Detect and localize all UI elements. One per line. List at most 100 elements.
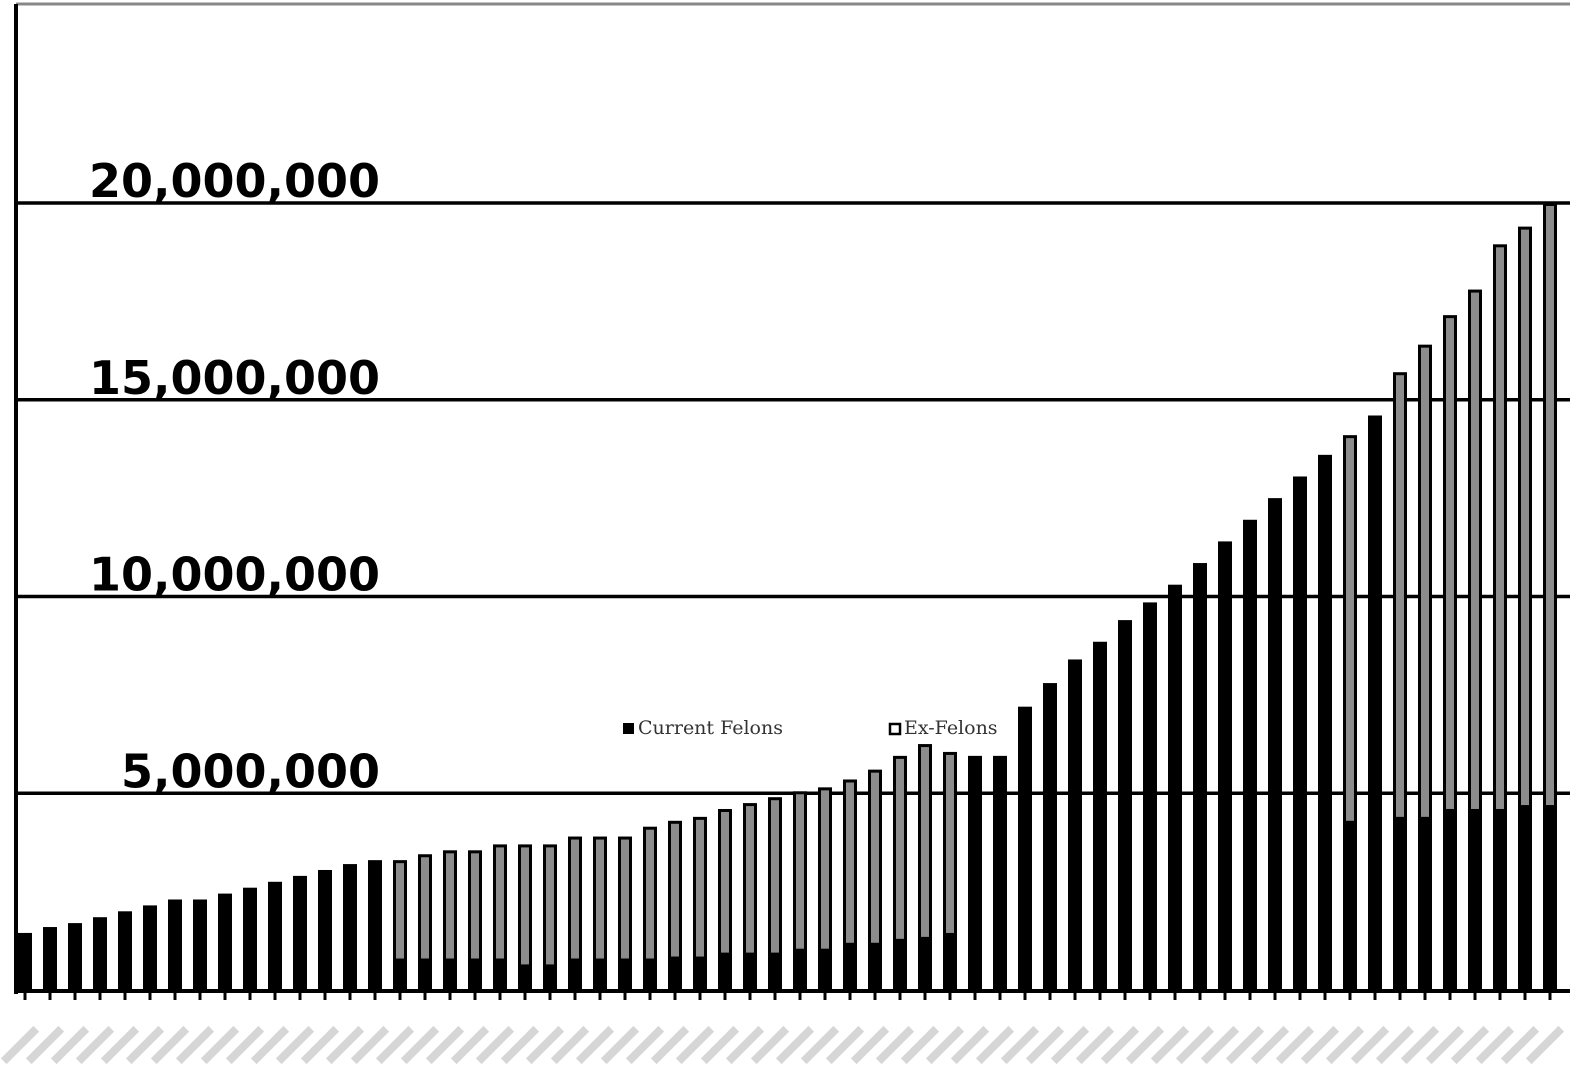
bar-current-felons <box>1218 541 1232 990</box>
bar-current-felons <box>43 927 57 990</box>
x-tick-label <box>675 1025 715 1065</box>
x-tick-label <box>200 1025 240 1065</box>
bar-ex-felons <box>1518 226 1532 809</box>
x-tick-label <box>775 1025 815 1065</box>
x-tick-label <box>1175 1025 1215 1065</box>
bar-ex-felons <box>768 797 782 956</box>
x-tick-label <box>450 1025 490 1065</box>
bar-ex-felons <box>1443 315 1457 812</box>
x-tick-label <box>175 1025 215 1065</box>
x-tick-label <box>1400 1025 1440 1065</box>
x-tick-label <box>525 1025 565 1065</box>
x-tick-label <box>1100 1025 1140 1065</box>
bar-current-felons <box>418 958 432 990</box>
x-tick-label <box>625 1025 665 1065</box>
bar-current-felons <box>293 875 307 990</box>
x-tick-label <box>750 1025 790 1065</box>
bar-ex-felons <box>418 854 432 962</box>
bar-current-felons <box>1443 808 1457 990</box>
bar-current-felons <box>1318 454 1332 991</box>
x-tick-label <box>1325 1025 1365 1065</box>
bar-ex-felons <box>493 844 507 962</box>
bar-current-felons <box>443 958 457 990</box>
x-tick-label <box>500 1025 540 1065</box>
x-tick-label <box>575 1025 615 1065</box>
bar-current-felons <box>243 887 257 990</box>
x-tick-label <box>1150 1025 1190 1065</box>
bar-current-felons <box>1268 498 1282 990</box>
bar-ex-felons <box>818 787 832 952</box>
bar-ex-felons <box>518 844 532 968</box>
bar-ex-felons <box>1468 289 1482 812</box>
x-tick-label <box>700 1025 740 1065</box>
x-tick-label <box>1425 1025 1465 1065</box>
bar-ex-felons <box>943 751 957 936</box>
bar-ex-felons <box>1343 435 1357 824</box>
bar-current-felons <box>568 958 582 990</box>
y-tick-label: 5,000,000 <box>121 744 380 798</box>
bar-current-felons <box>1368 415 1382 990</box>
bar-current-felons <box>393 958 407 990</box>
bar-ex-felons <box>1493 244 1507 812</box>
bar-ex-felons <box>568 836 582 962</box>
bar-ex-felons <box>793 791 807 952</box>
bar-current-felons <box>1468 808 1482 990</box>
bar-ex-felons <box>743 803 757 956</box>
bar-current-felons <box>793 948 807 990</box>
x-tick-label <box>1500 1025 1540 1065</box>
x-tick-label <box>650 1025 690 1065</box>
bar-ex-felons <box>893 755 907 942</box>
bar-current-felons <box>1118 620 1132 990</box>
bar-current-felons <box>1043 683 1057 990</box>
bar-ex-felons <box>468 850 482 962</box>
bar-current-felons <box>1243 519 1257 990</box>
bar-current-felons <box>1293 476 1307 990</box>
x-tick-label <box>50 1025 90 1065</box>
bar-ex-felons <box>1418 344 1432 820</box>
x-tick-label <box>1525 1025 1565 1065</box>
bar-current-felons <box>1493 808 1507 990</box>
bar-current-felons <box>918 936 932 990</box>
bar-current-felons <box>893 938 907 990</box>
bar-current-felons <box>143 905 157 990</box>
bar-ex-felons <box>1393 372 1407 820</box>
x-tick-label <box>1450 1025 1490 1065</box>
y-tick-label: 15,000,000 <box>89 351 380 405</box>
bar-current-felons <box>1068 659 1082 990</box>
x-tick-label <box>25 1025 65 1065</box>
x-tick-label <box>1125 1025 1165 1065</box>
bar-current-felons <box>1518 805 1532 990</box>
legend-swatch-ex-felons <box>888 722 902 736</box>
bar-current-felons <box>693 956 707 990</box>
x-tick-label <box>800 1025 840 1065</box>
bar-current-felons <box>493 958 507 990</box>
bar-current-felons <box>768 952 782 990</box>
x-tick-label <box>1200 1025 1240 1065</box>
bar-ex-felons <box>868 769 882 946</box>
x-tick-label <box>250 1025 290 1065</box>
bar-ex-felons <box>1543 203 1557 809</box>
bar-ex-felons <box>843 779 857 946</box>
x-tick-label <box>1350 1025 1390 1065</box>
bar-current-felons <box>93 917 107 990</box>
axes <box>14 2 1570 1000</box>
x-tick-label <box>300 1025 340 1065</box>
bar-current-felons <box>168 899 182 990</box>
bar-ex-felons <box>593 836 607 962</box>
y-tick-label: 10,000,000 <box>89 548 380 602</box>
bar-current-felons <box>318 869 332 990</box>
x-tick-label <box>850 1025 890 1065</box>
bar-current-felons <box>668 956 682 990</box>
x-tick-label <box>875 1025 915 1065</box>
bar-current-felons <box>18 932 32 990</box>
x-tick-label <box>975 1025 1015 1065</box>
x-tick-label <box>1250 1025 1290 1065</box>
x-tick-label <box>1075 1025 1115 1065</box>
legend-label-ex-felons: Ex-Felons <box>904 717 998 739</box>
x-tick-label <box>1050 1025 1090 1065</box>
bar-ex-felons <box>718 808 732 956</box>
bar-current-felons <box>118 911 132 990</box>
bar-ex-felons <box>918 744 932 940</box>
bar-ex-felons <box>393 860 407 962</box>
x-tick-label <box>1375 1025 1415 1065</box>
